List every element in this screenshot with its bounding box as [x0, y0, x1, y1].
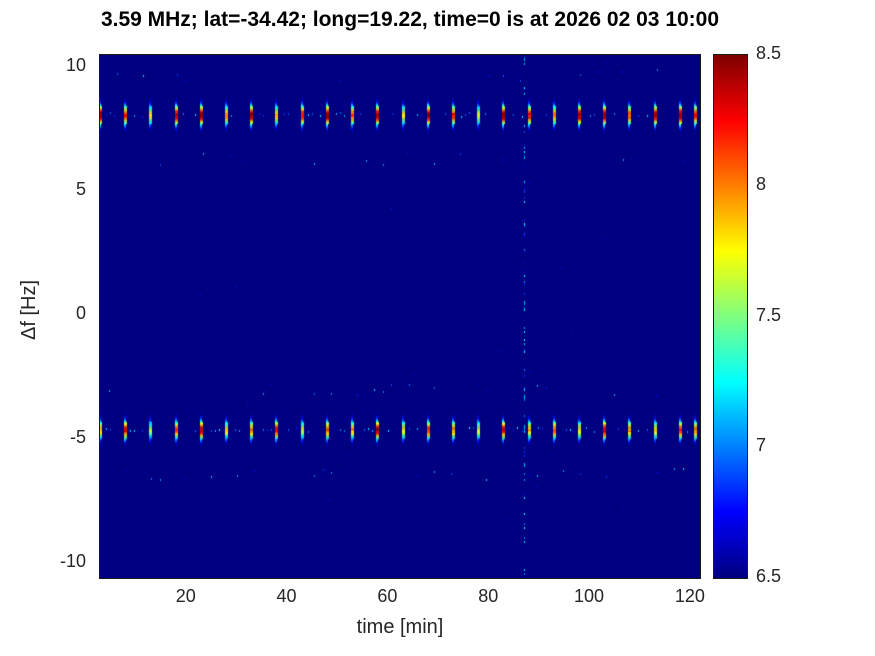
y-tick-label: -10 — [59, 551, 86, 572]
x-axis-label: time [min] — [356, 616, 444, 638]
colorbar — [713, 54, 748, 579]
colorbar-tick-label: 6.5 — [756, 566, 782, 586]
colorbar-tick-label: 8 — [756, 173, 767, 194]
spectrogram-heatmap — [99, 54, 701, 579]
x-tick-label: 40 — [276, 586, 297, 606]
x-tick-label: 60 — [377, 586, 398, 606]
y-tick-label: 10 — [65, 55, 86, 76]
y-tick-label: -5 — [69, 427, 86, 448]
x-tick-label: 100 — [574, 586, 605, 606]
colorbar-tick-label: 7 — [756, 435, 767, 456]
colorbar-tick-label: 8.5 — [756, 43, 782, 63]
colorbar-tick-label: 7.5 — [756, 304, 782, 325]
plot-title: 3.59 MHz; lat=-34.42; long=19.22, time=0… — [100, 8, 720, 31]
y-tick-label: 5 — [75, 179, 86, 200]
x-tick-label: 120 — [674, 586, 705, 606]
y-tick-label: 0 — [75, 303, 86, 324]
x-tick-label: 20 — [175, 586, 196, 606]
x-tick-label: 80 — [478, 586, 499, 606]
